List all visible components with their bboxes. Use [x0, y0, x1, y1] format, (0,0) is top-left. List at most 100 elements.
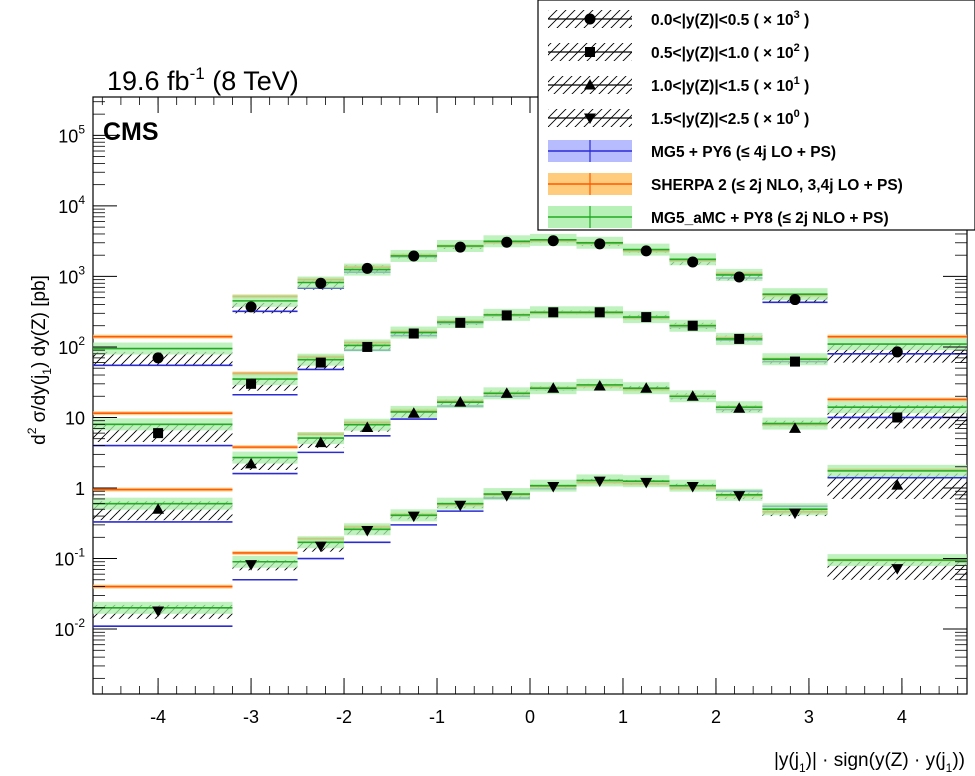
hatch-band — [232, 458, 298, 471]
legend-entry-3: 1.0<|y(Z)|<1.5 ( × 101 ) — [548, 75, 809, 95]
data-point — [594, 238, 606, 250]
data-point — [245, 560, 258, 571]
data-point — [686, 482, 699, 493]
legend-entry-1: 0.0<|y(Z)|<0.5 ( × 103 ) — [548, 9, 809, 29]
data-point — [501, 236, 513, 248]
legend-label: MG5 + PY6 (≤ 4j LO + PS) — [651, 144, 836, 161]
data-point — [733, 491, 746, 502]
y-tick-label: 104 — [58, 193, 85, 217]
data-point — [891, 479, 904, 490]
data-point — [245, 457, 258, 469]
data-point — [407, 407, 420, 418]
x-tick-label: -3 — [243, 707, 259, 727]
legend-label: 1.0<|y(Z)|<1.5 ( × 101 ) — [651, 75, 809, 95]
data-point — [315, 357, 326, 368]
y-tick-label: 1 — [75, 479, 85, 499]
x-tick-label: -1 — [429, 707, 445, 727]
x-tick-label: -2 — [336, 707, 352, 727]
experiment-label: CMS — [103, 118, 159, 146]
data-point — [593, 379, 606, 391]
legend-marker — [585, 47, 595, 57]
data-point — [547, 382, 560, 393]
data-point — [547, 482, 560, 493]
data-point — [245, 301, 257, 313]
data-point — [593, 476, 606, 488]
data-point — [362, 341, 373, 352]
data-point — [686, 390, 699, 401]
series-2 — [93, 306, 967, 447]
data-point — [789, 294, 801, 306]
data-point — [361, 421, 374, 433]
data-point — [733, 402, 746, 413]
legend-entry-7: MG5_aMC + PY8 (≤ 2j NLO + PS) — [548, 206, 889, 228]
plot-area — [93, 233, 967, 627]
data-point — [500, 491, 513, 502]
x-tick-label: 2 — [711, 707, 721, 727]
data-point — [315, 277, 327, 289]
legend-entry-5: MG5 + PY6 (≤ 4j LO + PS) — [548, 140, 836, 162]
x-tick-label: 4 — [897, 707, 907, 727]
data-point — [152, 503, 165, 514]
data-point — [455, 317, 466, 328]
data-point — [640, 382, 653, 393]
series-3 — [93, 378, 967, 523]
data-point — [454, 500, 467, 512]
data-point — [641, 312, 652, 323]
legend-marker — [584, 113, 596, 124]
data-point — [314, 541, 327, 553]
data-point — [640, 245, 652, 257]
data-point — [454, 396, 467, 407]
data-point — [246, 378, 257, 389]
data-point — [891, 564, 904, 575]
hatch-band — [232, 302, 298, 314]
data-point — [361, 525, 374, 537]
data-point — [687, 256, 699, 268]
series-4 — [93, 474, 967, 627]
data-point — [547, 235, 559, 247]
x-tick-label: -4 — [150, 707, 166, 727]
data-point — [788, 422, 801, 433]
y-tick-label: 102 — [58, 334, 85, 358]
data-point — [500, 387, 513, 398]
y-tick-label: 10 — [65, 408, 85, 428]
data-point — [640, 477, 653, 489]
legend: 0.0<|y(Z)|<0.5 ( × 103 ) 0.5<|y(Z)|<1.0 (… — [537, 0, 975, 231]
data-point — [733, 271, 745, 283]
y-tick-label: 10-2 — [54, 616, 85, 640]
y-tick-label: 103 — [58, 263, 85, 287]
legend-entry-4: 1.5<|y(Z)|<2.5 ( × 100 ) — [548, 108, 809, 128]
data-point — [501, 310, 512, 321]
data-point — [314, 436, 327, 448]
data-point — [687, 320, 698, 331]
data-point — [454, 241, 466, 253]
y-axis-label: d2 σ/dy(j1) dy(Z) [pb] — [25, 275, 54, 445]
data-point — [734, 333, 745, 344]
data-point — [892, 412, 903, 423]
legend-entry-2: 0.5<|y(Z)|<1.0 ( × 102 ) — [548, 42, 809, 62]
legend-label: 1.5<|y(Z)|<2.5 ( × 100 ) — [651, 108, 809, 128]
data-point — [361, 262, 373, 274]
legend-label: 0.0<|y(Z)|<0.5 ( × 103 ) — [651, 9, 809, 29]
legend-label: 0.5<|y(Z)|<1.0 ( × 102 ) — [651, 42, 809, 62]
x-tick-label: 3 — [804, 707, 814, 727]
x-tick-label: 0 — [525, 707, 535, 727]
luminosity-label: 19.6 fb-1 (8 TeV) — [107, 64, 299, 96]
series-1 — [93, 233, 967, 367]
data-point — [788, 508, 801, 520]
data-point — [594, 307, 605, 318]
legend-marker — [584, 13, 596, 25]
legend-entry-6: SHERPA 2 (≤ 2j NLO, 3,4j LO + PS) — [548, 173, 903, 195]
data-point — [891, 346, 903, 358]
legend-marker — [584, 79, 596, 90]
data-point — [408, 328, 419, 339]
data-point — [153, 428, 164, 439]
y-tick-label: 10-1 — [54, 546, 85, 570]
data-point — [789, 356, 800, 367]
data-point — [152, 606, 165, 618]
data-point — [407, 511, 420, 523]
data-point — [408, 250, 420, 262]
x-tick-label: 1 — [618, 707, 628, 727]
data-point — [548, 307, 559, 318]
legend-label: SHERPA 2 (≤ 2j NLO, 3,4j LO + PS) — [651, 177, 903, 194]
